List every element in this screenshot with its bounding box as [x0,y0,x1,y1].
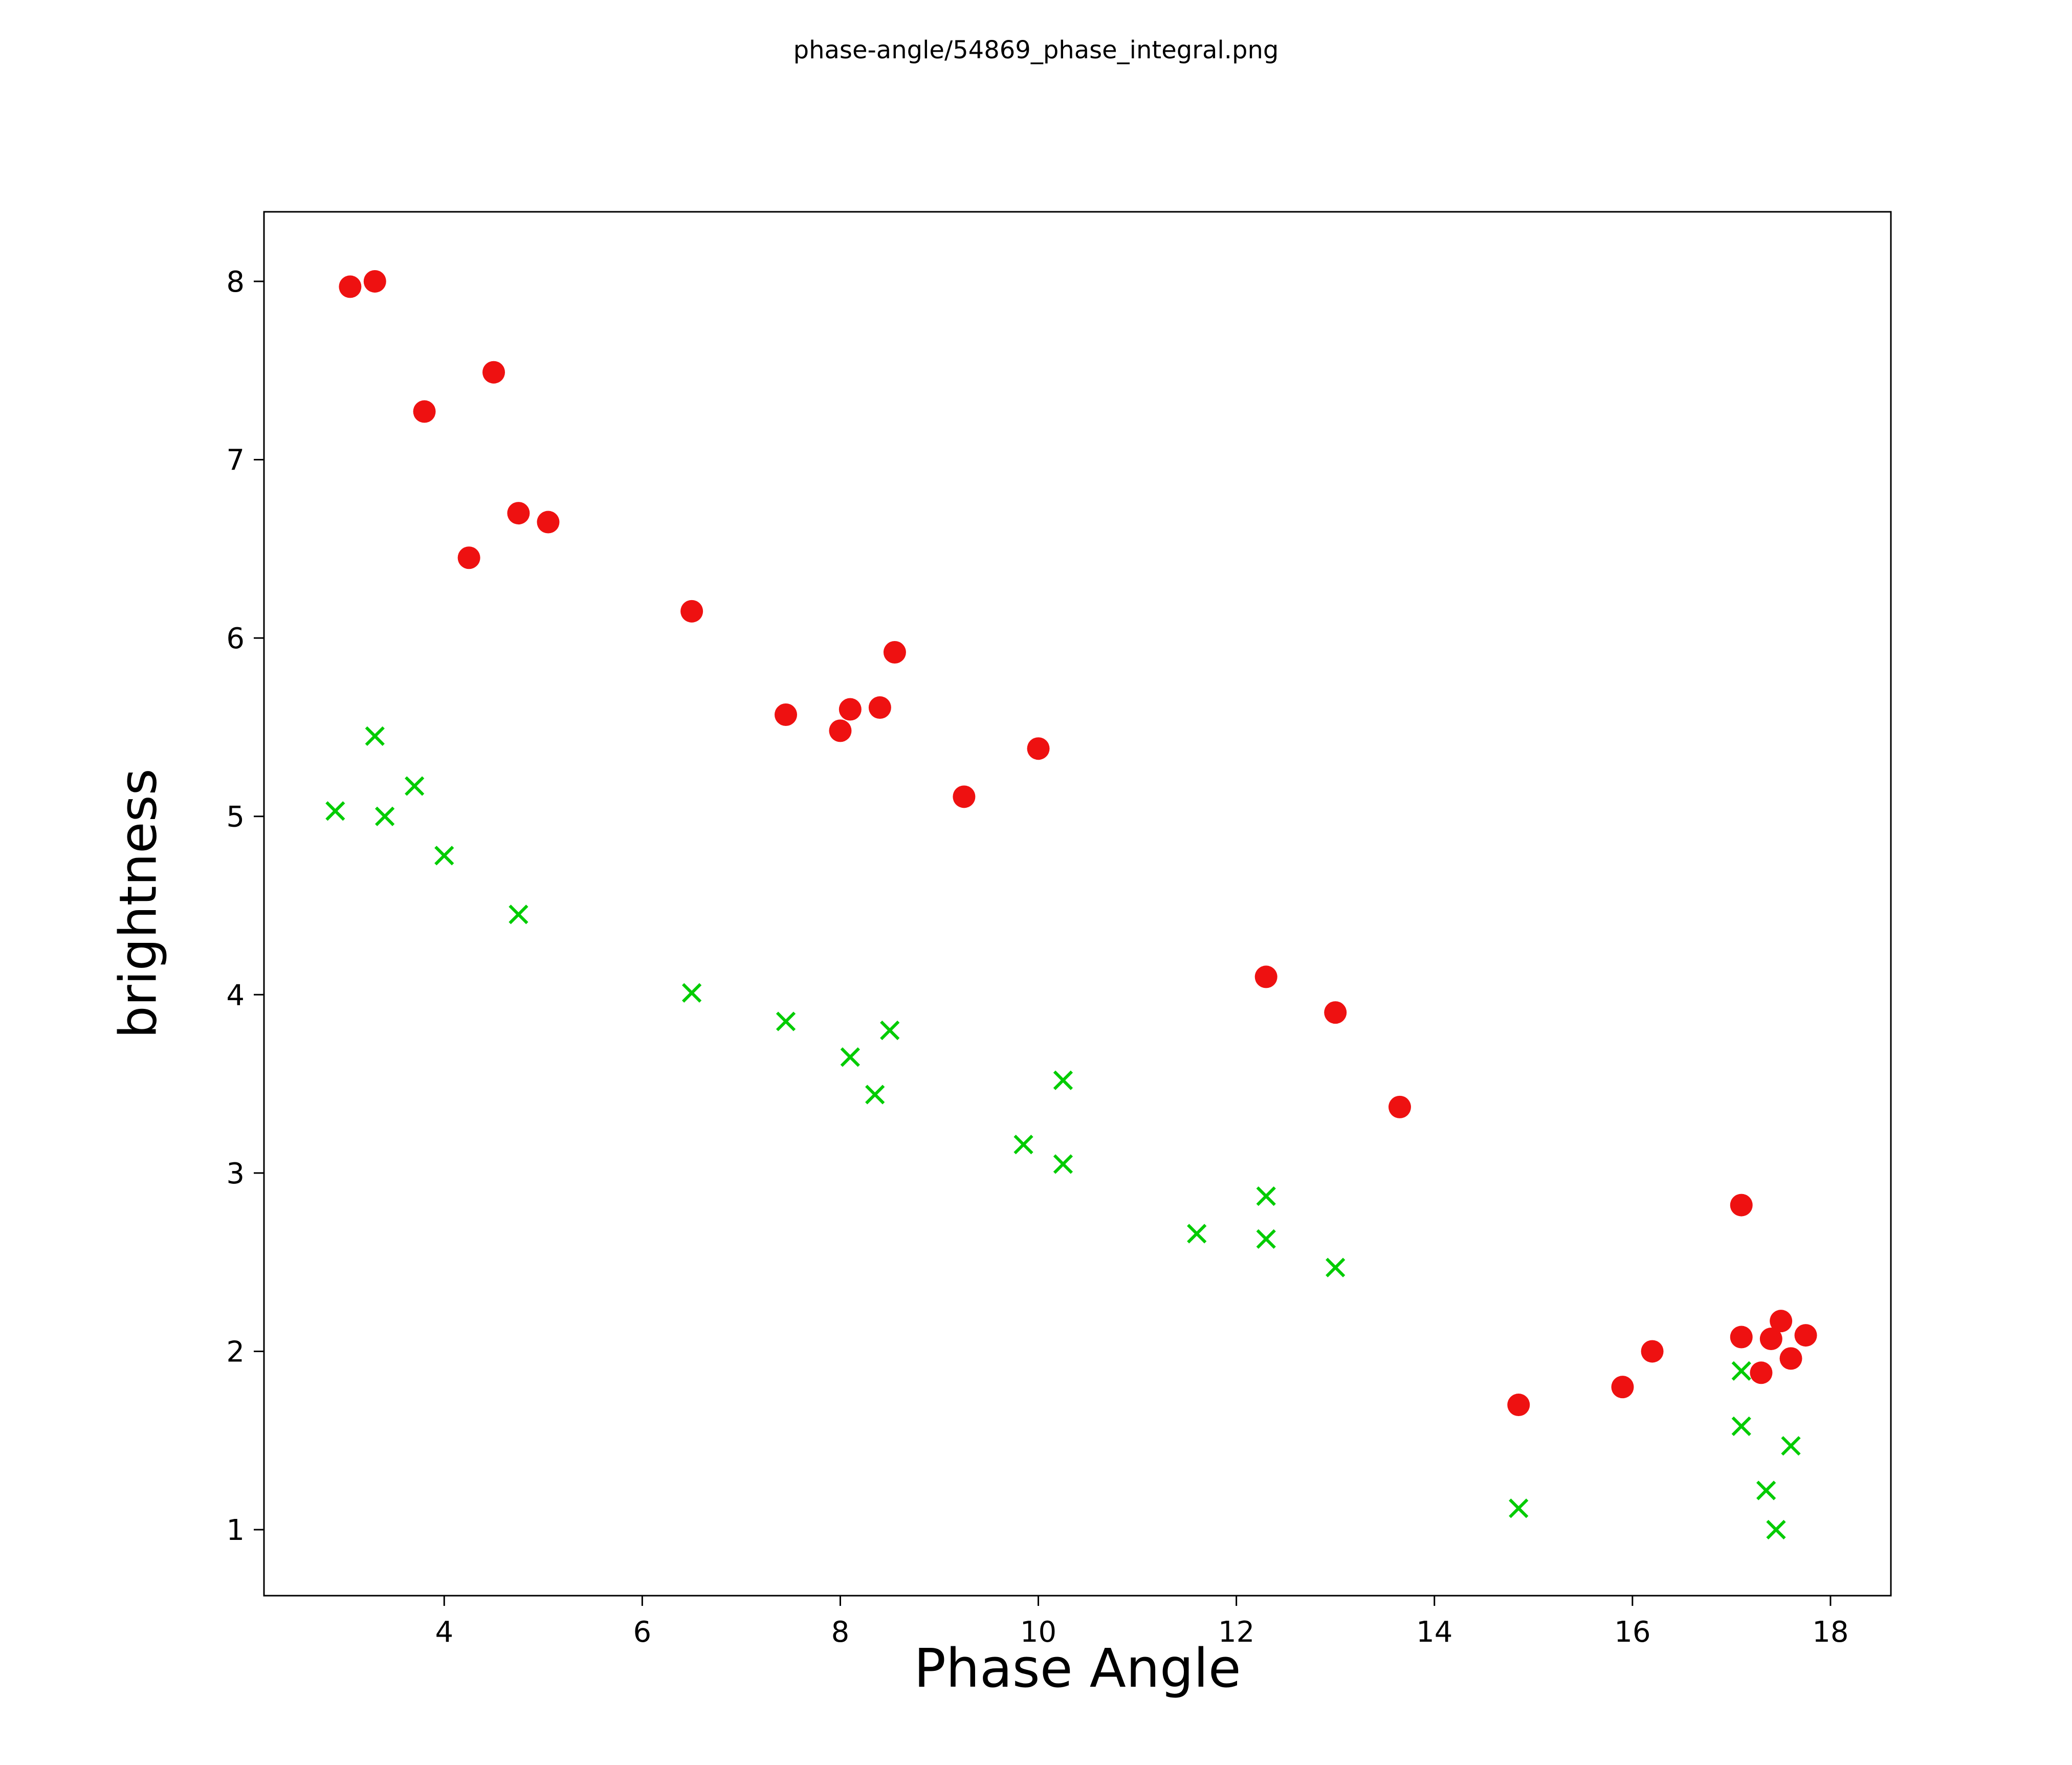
data-point-red-circles [1770,1310,1793,1333]
data-point-green-crosses [509,904,528,924]
y-tick-label: 7 [226,444,245,477]
y-axis-label: brightness [108,768,168,1039]
data-point-green-crosses [1756,1481,1776,1501]
data-point-red-circles [1388,1095,1411,1118]
data-point-red-circles [1641,1340,1664,1363]
y-tick-label: 3 [226,1157,245,1190]
data-point-red-circles [953,785,976,808]
data-point-red-circles [1730,1326,1753,1349]
data-point-green-crosses [840,1047,860,1067]
data-point-green-crosses [375,806,395,826]
data-point-green-crosses [1509,1498,1529,1518]
y-tick-label: 4 [226,979,245,1012]
data-point-green-crosses [325,801,345,821]
x-tick-label: 14 [1416,1616,1452,1649]
data-point-red-circles [868,696,891,719]
x-tick-label: 6 [633,1616,652,1649]
data-point-red-circles [1730,1194,1753,1217]
data-point-green-crosses [1187,1224,1207,1244]
data-point-green-crosses [880,1020,900,1041]
data-point-green-crosses [434,846,454,866]
y-tick-label: 1 [226,1514,245,1547]
x-axis-label: Phase Angle [914,1637,1241,1700]
data-point-red-circles [775,703,797,726]
data-point-red-circles [1750,1361,1773,1384]
data-point-green-crosses [1053,1070,1073,1090]
x-tick-label: 4 [435,1616,453,1649]
x-tick-label: 18 [1812,1616,1848,1649]
data-point-red-circles [883,641,906,664]
x-tick-label: 12 [1218,1616,1254,1649]
data-point-green-crosses [1256,1186,1276,1206]
data-point-green-crosses [1731,1361,1751,1381]
y-tick-label: 5 [226,801,245,834]
y-tick-label: 8 [226,266,245,299]
data-point-red-circles [839,698,862,721]
data-point-green-crosses [776,1011,796,1031]
data-point-green-crosses [1013,1134,1033,1155]
data-point-green-crosses [405,776,425,796]
data-point-green-crosses [1731,1416,1751,1436]
data-point-red-circles [1794,1324,1817,1347]
data-point-red-circles [1254,965,1277,988]
data-point-red-circles [339,275,362,298]
data-point-red-circles [1324,1001,1347,1024]
data-point-red-circles [680,600,703,623]
data-point-red-circles [507,502,530,525]
data-point-green-crosses [1766,1519,1786,1540]
data-point-green-crosses [1053,1154,1073,1174]
data-point-red-circles [363,270,386,293]
x-tick-label: 16 [1614,1616,1650,1649]
figure-title: phase-angle/54869_phase_integral.png [793,36,1279,64]
data-point-red-circles [1611,1376,1634,1399]
data-point-green-crosses [865,1085,885,1105]
data-point-red-circles [1759,1328,1782,1351]
y-tick-label: 6 [226,622,245,655]
data-point-red-circles [482,361,505,384]
data-point-red-circles [537,511,560,534]
data-point-green-crosses [682,983,702,1003]
data-point-red-circles [457,546,480,569]
data-point-red-circles [1027,737,1050,760]
data-point-red-circles [1779,1347,1802,1370]
data-point-green-crosses [1256,1229,1276,1249]
data-point-green-crosses [1781,1436,1801,1456]
y-tick-label: 2 [226,1335,245,1369]
x-tick-label: 8 [831,1616,850,1649]
data-point-green-crosses [365,726,385,746]
data-point-green-crosses [1326,1257,1346,1277]
data-point-red-circles [829,719,852,742]
data-point-red-circles [1507,1394,1530,1417]
data-point-red-circles [413,400,436,423]
x-tick-label: 10 [1020,1616,1056,1649]
axes-frame [263,211,1892,1597]
